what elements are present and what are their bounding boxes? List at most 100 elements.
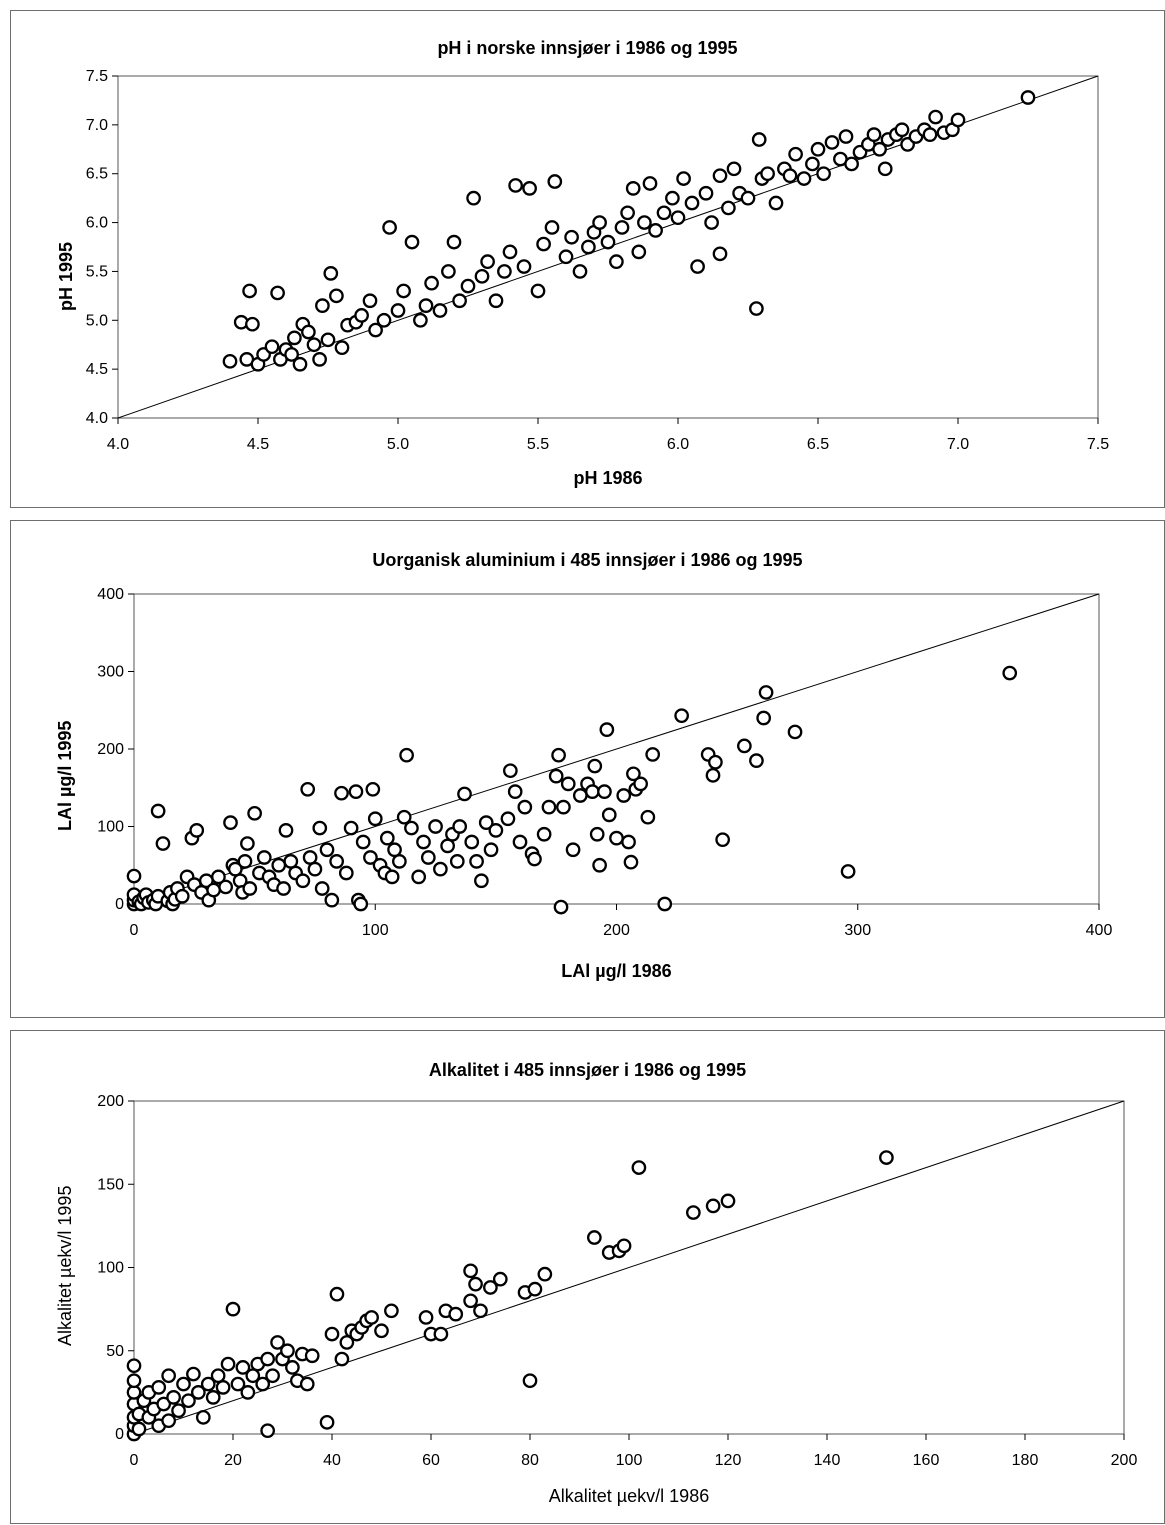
data-point [544,220,560,235]
data-point [657,896,673,912]
data-point [242,283,257,299]
data-point [581,239,596,255]
x-tick-label: 0 [130,922,139,939]
data-point [218,879,234,895]
data-point [171,1403,186,1419]
data-point [756,710,772,726]
x-tick-label: 120 [715,1452,742,1469]
x-tick-label: 6.0 [667,436,689,453]
data-point [255,1376,271,1392]
data-point [616,1238,632,1254]
data-point [126,1358,142,1374]
data-point [589,826,605,842]
data-point [894,122,910,138]
data-point [928,109,943,125]
y-tick-label: 5.0 [86,312,108,329]
data-point [782,168,798,184]
data-point [537,1266,553,1282]
data-point [536,826,552,842]
x-tick-label: 20 [224,1452,242,1469]
data-point [564,229,579,245]
x-tick-label: 100 [616,1452,643,1469]
data-point [698,185,714,201]
x-axis-label: Alkalitet µekv/l 1986 [548,1486,710,1506]
data-point [705,1198,721,1214]
data-point [685,1205,701,1220]
data-point [324,892,340,908]
data-point [609,254,624,270]
data-point [665,190,680,206]
x-tick-label: 5.0 [387,436,409,453]
data-point [473,1303,488,1319]
data-point [416,834,431,850]
data-point [418,1310,434,1325]
data-point [420,850,436,865]
data-point [527,1281,543,1297]
data-point [284,347,299,362]
y-tick-label: 7.0 [86,117,108,134]
data-point [319,842,335,858]
data-point [601,807,617,823]
y-tick-label: 0 [115,896,124,913]
data-point [824,135,840,150]
data-point [418,298,434,313]
data-point [712,168,728,184]
data-point [483,842,499,858]
data-point [367,811,383,827]
chart-panel-aluminium: Uorganisk aluminium i 485 innsjøer i 198… [10,520,1165,1018]
aluminium-scatter-plot: 0 100 200 300 400 0 100 200 300 400 [97,586,1112,939]
data-point [126,1373,142,1389]
x-tick-label: 4.5 [247,436,269,453]
data-point [156,1396,172,1412]
data-point [460,278,476,294]
data-point [324,1326,340,1342]
data-point [497,264,512,279]
data-point [428,819,443,834]
data-point [237,854,253,869]
data-point [558,249,574,265]
data-point [740,190,756,206]
data-point [126,868,142,884]
chart-title: Uorganisk aluminium i 485 innsjøer i 198… [372,550,803,570]
y-tick-label: 50 [106,1343,124,1360]
data-point [225,1301,241,1317]
data-point [585,784,600,799]
data-point [600,234,616,250]
y-tick-label: 0 [115,1426,124,1443]
data-point [760,166,775,182]
x-tick-label: 0 [130,1452,139,1469]
y-axis-label: LAl µg/l 1995 [55,720,75,831]
data-point [502,763,518,779]
data-point [483,1280,498,1295]
data-point [633,776,648,792]
data-point [720,1193,736,1209]
x-axis-label: LAl µg/l 1986 [561,961,672,981]
data-point [161,1368,176,1384]
data-point [452,293,467,309]
data-point [572,788,588,803]
plot-area-frame [117,75,1099,419]
data-point [315,298,330,313]
data-point [441,264,456,279]
data-point [151,1380,167,1395]
chart-panel-alkalitet: Alkalitet i 485 innsjøer i 1986 og 1995 … [10,1030,1165,1524]
data-point [329,288,344,304]
data-point [376,312,392,328]
data-point [690,259,705,274]
data-point [950,112,966,128]
x-tick-label: 7.0 [947,436,969,453]
data-point [285,1360,300,1375]
reference-line [133,1100,1125,1435]
data-point [384,869,400,885]
data-point [548,768,564,784]
data-point [838,129,854,144]
data-point [684,195,700,211]
data-point [565,842,581,858]
data-point [469,854,484,869]
data-point [758,685,774,700]
data-point [206,882,221,898]
data-point [150,803,166,819]
data-point [276,881,291,896]
data-point [805,156,820,172]
data-point [737,738,752,754]
